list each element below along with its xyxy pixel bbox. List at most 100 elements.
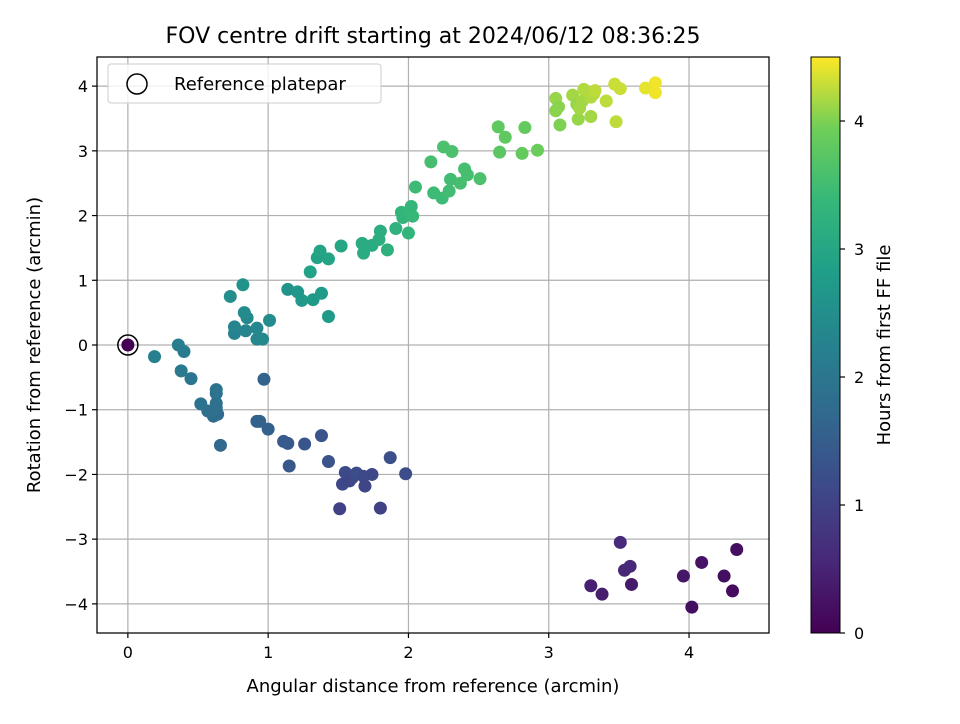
colorbar-tick-label: 4 bbox=[854, 112, 864, 131]
data-point bbox=[491, 120, 505, 134]
data-point bbox=[373, 501, 387, 515]
data-point bbox=[399, 467, 413, 481]
x-tick-label: 3 bbox=[544, 643, 554, 662]
data-point bbox=[253, 414, 267, 428]
data-point bbox=[389, 222, 403, 236]
data-point bbox=[313, 244, 327, 258]
y-tick-label: −1 bbox=[64, 401, 88, 420]
data-point bbox=[373, 224, 387, 238]
y-tick-label: −3 bbox=[64, 530, 88, 549]
y-tick-label: 3 bbox=[78, 142, 88, 161]
data-point bbox=[609, 115, 623, 129]
y-axis-label: Rotation from reference (arcmin) bbox=[24, 197, 45, 493]
data-point bbox=[358, 479, 372, 493]
data-point bbox=[213, 438, 227, 452]
data-point bbox=[730, 543, 744, 557]
legend-marker bbox=[126, 73, 148, 95]
y-tick-label: −4 bbox=[64, 595, 88, 614]
y-tick-label: −2 bbox=[64, 465, 88, 484]
data-point bbox=[599, 94, 613, 108]
data-point bbox=[194, 397, 208, 411]
colorbar-tick-label: 1 bbox=[854, 496, 864, 515]
x-tick-label: 0 bbox=[123, 643, 133, 662]
data-point bbox=[174, 364, 188, 378]
data-point bbox=[209, 383, 223, 397]
data-point bbox=[595, 587, 609, 601]
data-point bbox=[209, 396, 223, 410]
data-point bbox=[256, 332, 270, 346]
data-point bbox=[493, 145, 507, 159]
data-point bbox=[584, 110, 598, 124]
data-point bbox=[625, 577, 639, 591]
data-point bbox=[531, 143, 545, 157]
data-point bbox=[261, 422, 275, 436]
data-point bbox=[717, 569, 731, 583]
data-point bbox=[295, 293, 309, 307]
data-point bbox=[406, 209, 420, 223]
data-point bbox=[676, 569, 690, 583]
data-point bbox=[383, 451, 397, 465]
data-point bbox=[263, 313, 277, 327]
data-point bbox=[444, 172, 458, 186]
data-points bbox=[117, 76, 744, 614]
x-axis-label: Angular distance from reference (arcmin) bbox=[247, 676, 620, 697]
data-point bbox=[518, 121, 532, 135]
data-point bbox=[239, 324, 253, 338]
legend-entry: Reference platepar bbox=[174, 74, 346, 95]
colorbar-gradient bbox=[810, 56, 841, 634]
y-axis-ticks: −4 −3 −2 −1 0 1 2 3 4 bbox=[64, 77, 97, 614]
data-point bbox=[281, 282, 295, 296]
data-point bbox=[250, 321, 264, 335]
x-tick-label: 1 bbox=[263, 643, 273, 662]
data-point bbox=[584, 579, 598, 593]
colorbar-tick-label: 3 bbox=[854, 240, 864, 259]
data-point bbox=[571, 112, 585, 126]
y-tick-label: 1 bbox=[78, 271, 88, 290]
data-point bbox=[236, 278, 250, 292]
data-point bbox=[588, 84, 602, 98]
data-point bbox=[648, 86, 662, 100]
data-point bbox=[321, 252, 335, 266]
reference-point bbox=[121, 338, 135, 352]
colorbar-tick-label: 2 bbox=[854, 368, 864, 387]
data-point bbox=[685, 600, 699, 614]
chart-title: FOV centre drift starting at 2024/06/12 … bbox=[166, 24, 701, 49]
data-point bbox=[552, 100, 566, 114]
data-point bbox=[314, 286, 328, 300]
data-point bbox=[148, 350, 162, 364]
colorbar-tick-label: 0 bbox=[854, 624, 864, 643]
plot-area: 0 1 2 3 4 −4 −3 −2 −1 0 1 2 3 4 bbox=[64, 56, 770, 662]
data-point bbox=[401, 226, 415, 240]
grid bbox=[97, 57, 769, 633]
data-point bbox=[184, 372, 198, 386]
data-point bbox=[321, 454, 335, 468]
data-point bbox=[408, 180, 422, 194]
data-point bbox=[357, 246, 371, 260]
data-point bbox=[639, 81, 653, 95]
data-point bbox=[404, 200, 418, 214]
data-point bbox=[613, 82, 627, 96]
data-point bbox=[424, 155, 438, 169]
data-point bbox=[355, 236, 369, 250]
data-point bbox=[613, 535, 627, 549]
data-point bbox=[726, 584, 740, 598]
x-axis-ticks: 0 1 2 3 4 bbox=[123, 633, 694, 662]
data-point bbox=[321, 310, 335, 324]
reference-marker bbox=[117, 334, 139, 356]
colorbar-ticks: 0 1 2 3 4 bbox=[840, 112, 864, 643]
data-point bbox=[303, 265, 317, 279]
data-point bbox=[460, 168, 474, 182]
legend-box bbox=[107, 63, 382, 104]
data-point bbox=[237, 306, 251, 320]
data-point bbox=[445, 144, 459, 158]
data-point bbox=[623, 559, 637, 573]
data-point bbox=[473, 172, 487, 186]
data-point bbox=[334, 239, 348, 253]
data-point bbox=[223, 289, 237, 303]
colorbar: 0 1 2 3 4 Hours from first FF file bbox=[810, 56, 895, 643]
x-tick-label: 4 bbox=[684, 643, 694, 662]
y-tick-label: 4 bbox=[78, 77, 88, 96]
data-point bbox=[333, 502, 347, 516]
data-point bbox=[553, 118, 567, 132]
data-point bbox=[227, 320, 241, 334]
